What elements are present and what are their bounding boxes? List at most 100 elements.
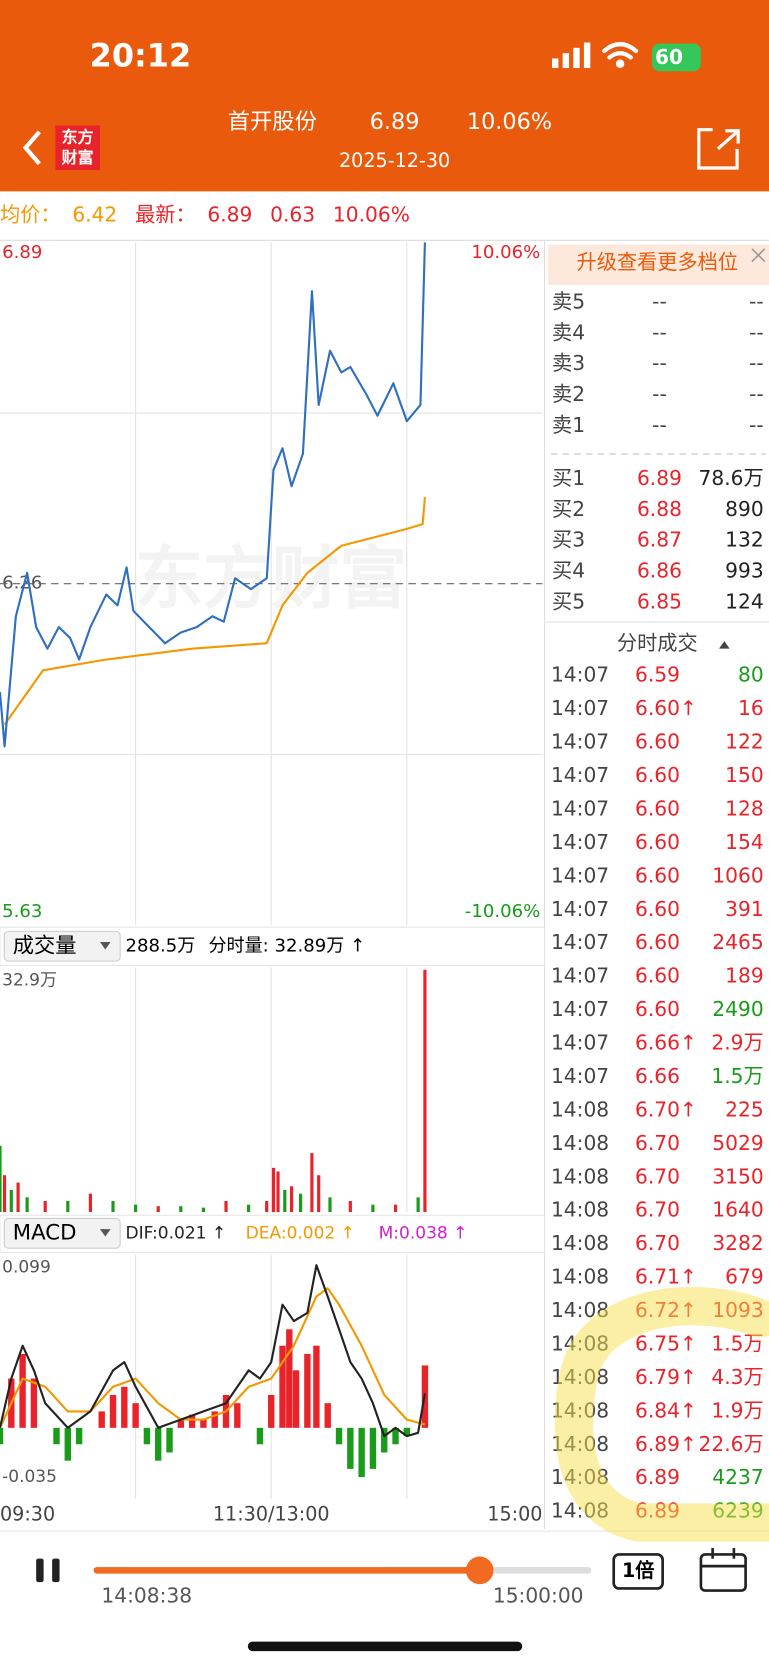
book-label: 卖4 bbox=[552, 320, 585, 344]
speed-button[interactable] bbox=[612, 1553, 664, 1590]
macd-bar bbox=[64, 1427, 71, 1461]
trade-time: 14:07 bbox=[551, 863, 609, 887]
trade-price: 6.60 bbox=[635, 730, 680, 754]
macd-bar bbox=[292, 1370, 300, 1428]
y-tick-label: 5.63 bbox=[2, 901, 42, 922]
trade-price: 6.70↑ bbox=[635, 1097, 697, 1121]
close-button[interactable] bbox=[751, 248, 766, 263]
change-pct: 10.06% bbox=[333, 202, 410, 226]
book-label: 卖5 bbox=[552, 290, 585, 314]
volume-bar bbox=[317, 1175, 321, 1213]
pct-label: -10.06% bbox=[465, 901, 540, 922]
trade-volume: 1.5万 bbox=[711, 1331, 763, 1355]
trade-volume: 1060 bbox=[712, 863, 763, 887]
book-volume: 78.6万 bbox=[699, 466, 764, 490]
wifi-icon bbox=[602, 42, 639, 69]
trade-volume: 3150 bbox=[712, 1164, 763, 1188]
book-price: -- bbox=[652, 413, 667, 437]
logo-text: 东方 bbox=[62, 128, 94, 147]
book-volume: 890 bbox=[725, 497, 764, 521]
trade-volume: 4.3万 bbox=[711, 1365, 763, 1389]
calendar-button[interactable] bbox=[699, 1548, 747, 1592]
trades-title: 分时成交 bbox=[617, 631, 698, 655]
progress-knob[interactable] bbox=[465, 1556, 494, 1585]
dropdown-arrow bbox=[99, 942, 111, 950]
book-price: 6.89 bbox=[637, 466, 682, 490]
m-label: M:0.038 ↑ bbox=[379, 1223, 468, 1243]
book-label: 卖2 bbox=[552, 382, 585, 406]
volume-bar bbox=[111, 1201, 115, 1213]
trade-time: 14:08 bbox=[551, 1265, 609, 1289]
pause-button[interactable] bbox=[36, 1558, 60, 1583]
trade-price: 6.60 bbox=[635, 964, 680, 988]
volume-bar bbox=[88, 1193, 93, 1213]
trade-price: 6.66↑ bbox=[635, 1031, 697, 1055]
book-price: -- bbox=[652, 290, 667, 314]
macd-bar bbox=[155, 1427, 162, 1461]
macd-bar bbox=[109, 1394, 117, 1428]
book-price: 6.86 bbox=[637, 559, 682, 583]
macd-bar bbox=[166, 1427, 173, 1453]
signal-icon bbox=[552, 42, 591, 69]
y-tick-label: 6.89 bbox=[2, 242, 42, 263]
dif-label: DIF:0.021 ↑ bbox=[126, 1223, 227, 1243]
volume-bar bbox=[348, 1201, 352, 1213]
volume-bar bbox=[179, 1206, 183, 1213]
macd-bar bbox=[304, 1353, 311, 1428]
trade-volume: 1.9万 bbox=[711, 1398, 763, 1422]
macd-bar bbox=[200, 1419, 207, 1428]
volume-bar bbox=[328, 1197, 332, 1213]
trade-volume: 5029 bbox=[712, 1131, 763, 1155]
volume-bar bbox=[43, 1201, 47, 1213]
progress-fill bbox=[93, 1567, 480, 1574]
logo bbox=[55, 125, 100, 171]
macd-bar bbox=[392, 1427, 399, 1445]
trade-time: 14:07 bbox=[551, 663, 609, 687]
volume-bar bbox=[310, 1153, 314, 1213]
dif-line bbox=[0, 1264, 426, 1438]
trade-price: 6.70 bbox=[635, 1164, 680, 1188]
upgrade-text: 升级查看更多档位 bbox=[577, 250, 739, 274]
volume-bar bbox=[66, 1201, 70, 1213]
book-label: 买3 bbox=[552, 528, 585, 552]
volume-bar bbox=[283, 1189, 287, 1213]
macd-bar bbox=[403, 1427, 411, 1437]
upgrade-banner[interactable] bbox=[547, 244, 769, 285]
trade-time: 14:07 bbox=[551, 897, 609, 921]
book-label: 买1 bbox=[552, 466, 585, 490]
trade-price: 6.71↑ bbox=[635, 1265, 697, 1289]
book-volume: -- bbox=[749, 290, 764, 314]
trade-price: 6.79↑ bbox=[635, 1365, 697, 1389]
macd-bar bbox=[30, 1378, 38, 1428]
macd-bar bbox=[234, 1403, 241, 1428]
book-price: -- bbox=[652, 382, 667, 406]
trade-price: 6.60 bbox=[635, 796, 680, 820]
trade-volume: 16 bbox=[738, 696, 764, 720]
trade-time: 14:07 bbox=[551, 830, 609, 854]
macd-bar bbox=[0, 1427, 4, 1445]
trade-volume: 225 bbox=[725, 1097, 764, 1121]
header-date: 2025-12-30 bbox=[339, 149, 450, 172]
trade-price: 6.60 bbox=[635, 930, 680, 954]
volume-bar bbox=[247, 1204, 251, 1213]
macd-selector[interactable] bbox=[3, 1217, 121, 1249]
back-button[interactable] bbox=[22, 130, 41, 166]
dea-line bbox=[0, 1287, 426, 1429]
battery-icon bbox=[652, 43, 701, 72]
y-tick-label: 0.099 bbox=[2, 1257, 51, 1277]
book-price: 6.85 bbox=[637, 589, 682, 613]
macd-bar bbox=[256, 1427, 264, 1445]
trade-volume: 2465 bbox=[712, 930, 763, 954]
share-button[interactable] bbox=[697, 128, 740, 170]
book-label: 买4 bbox=[552, 559, 585, 583]
x-tick-label: 11:30/13:00 bbox=[213, 1503, 330, 1526]
x-tick-label: 09:30 bbox=[0, 1503, 55, 1526]
macd-bar bbox=[75, 1427, 83, 1445]
trade-volume: 679 bbox=[725, 1265, 764, 1289]
trade-time: 14:08 bbox=[551, 1164, 609, 1188]
macd-bar bbox=[177, 1419, 185, 1428]
book-volume: -- bbox=[749, 382, 764, 406]
book-volume: 124 bbox=[725, 589, 764, 613]
volume-bar bbox=[224, 1201, 228, 1213]
volume-selector[interactable] bbox=[3, 930, 121, 962]
